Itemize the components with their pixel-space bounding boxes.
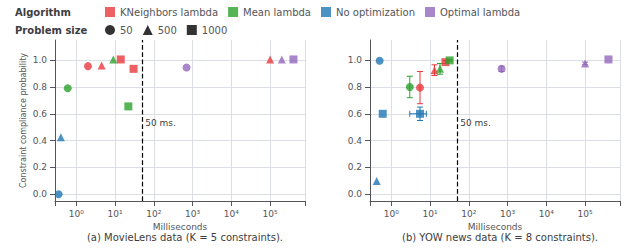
svg-text:Constraint compliance probabil: Constraint compliance probability (19, 53, 28, 188)
svg-text:0.8: 0.8 (33, 82, 48, 92)
svg-text:500: 500 (158, 25, 177, 36)
svg-text:0.2: 0.2 (348, 162, 362, 172)
svg-text:Problem size: Problem size (15, 25, 88, 36)
svg-text:Milliseconds: Milliseconds (152, 222, 208, 233)
svg-text:Optimal lambda: Optimal lambda (440, 7, 520, 18)
svg-text:0.6: 0.6 (33, 109, 48, 119)
svg-text:50 ms.: 50 ms. (145, 118, 176, 128)
svg-text:50 ms.: 50 ms. (460, 118, 491, 128)
svg-text:10⁵: 10⁵ (578, 209, 593, 219)
svg-text:50: 50 (120, 25, 133, 36)
svg-text:0.0: 0.0 (348, 189, 363, 199)
svg-text:KNeighbors lambda: KNeighbors lambda (120, 7, 218, 18)
svg-text:0.2: 0.2 (33, 162, 47, 172)
svg-text:1.0: 1.0 (33, 55, 48, 65)
svg-text:10³: 10³ (185, 209, 200, 219)
svg-text:10⁰: 10⁰ (69, 209, 84, 219)
svg-text:0.4: 0.4 (33, 136, 48, 146)
svg-text:0.0: 0.0 (33, 189, 48, 199)
svg-text:(a) MovieLens data (K = 5 cons: (a) MovieLens data (K = 5 constraints). (87, 232, 283, 243)
svg-text:Algorithm: Algorithm (15, 7, 71, 18)
svg-text:Milliseconds: Milliseconds (467, 222, 523, 233)
svg-text:1000: 1000 (202, 25, 227, 36)
svg-text:No optimization: No optimization (336, 7, 415, 18)
svg-text:10¹: 10¹ (423, 209, 438, 219)
svg-text:0.6: 0.6 (348, 109, 363, 119)
svg-text:10⁴: 10⁴ (224, 209, 239, 219)
svg-text:Mean lambda: Mean lambda (243, 7, 311, 18)
svg-text:0.8: 0.8 (348, 82, 363, 92)
svg-text:10²: 10² (146, 209, 161, 219)
svg-text:10⁴: 10⁴ (539, 209, 554, 219)
svg-text:1.0: 1.0 (348, 55, 363, 65)
svg-text:10⁰: 10⁰ (384, 209, 399, 219)
svg-text:10⁵: 10⁵ (263, 209, 278, 219)
svg-text:(b) YOW news data (K = 8 const: (b) YOW news data (K = 8 constraints). (402, 232, 598, 243)
svg-text:0.4: 0.4 (348, 136, 363, 146)
svg-text:10³: 10³ (500, 209, 515, 219)
svg-text:10²: 10² (461, 209, 476, 219)
svg-text:10¹: 10¹ (108, 209, 123, 219)
